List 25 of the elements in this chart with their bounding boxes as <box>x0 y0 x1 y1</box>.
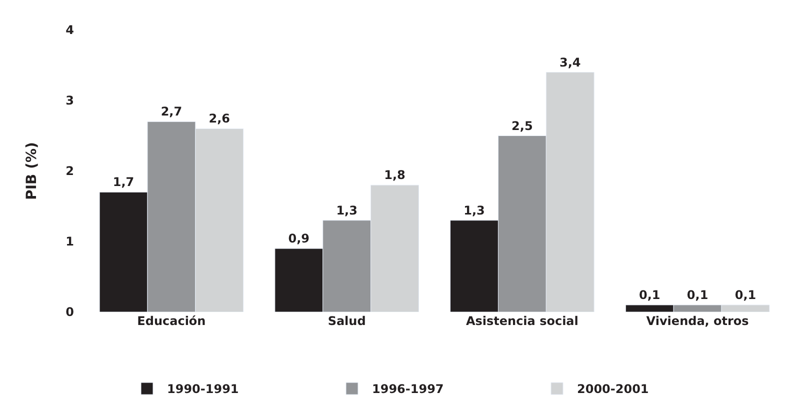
y-tick-label: 2 <box>66 164 74 178</box>
data-label: 2,6 <box>208 112 230 126</box>
data-label: 2,7 <box>160 104 182 119</box>
data-label: 0,1 <box>734 288 756 302</box>
legend-label: 2000-2001 <box>577 382 649 396</box>
x-tick-label: Asistencia social <box>466 314 578 328</box>
legend-label: 1990-1991 <box>167 382 239 396</box>
data-label: 0,1 <box>638 288 660 302</box>
y-tick-label: 3 <box>66 94 74 108</box>
data-label: 1,3 <box>464 203 485 218</box>
legend-label: 1996-1997 <box>372 382 444 396</box>
data-label: 1,3 <box>336 203 358 218</box>
data-label: 1,8 <box>384 168 406 182</box>
data-label: 1,7 <box>112 175 134 190</box>
y-axis-title: PIB (%) <box>24 142 40 200</box>
y-tick-label: 0 <box>66 305 74 320</box>
x-tick-label: Salud <box>328 314 366 328</box>
y-tick-label: 1 <box>66 234 74 249</box>
y-tick-label: 4 <box>66 23 74 38</box>
x-tick-label: Vivienda, otros <box>646 314 749 328</box>
data-label: 3,4 <box>559 55 581 70</box>
data-label: 0,1 <box>686 288 708 302</box>
data-label: 0,9 <box>288 232 310 246</box>
x-tick-label: Educación <box>137 314 206 328</box>
data-label: 2,5 <box>512 118 533 133</box>
